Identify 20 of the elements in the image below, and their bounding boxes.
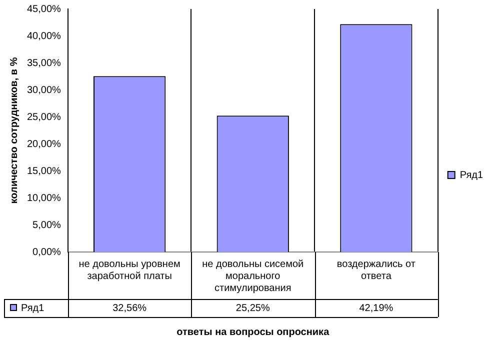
y-tick-label: 35,00% xyxy=(26,58,62,69)
x-tick-label: не довольны сисемой морального стимулирования xyxy=(202,258,304,294)
x-tick-label: не довольны уровнем заработной платы xyxy=(78,258,180,282)
y-tick-label: 5,00% xyxy=(32,220,62,231)
y-tick-label: 25,00% xyxy=(26,112,62,123)
y-tick-label: 15,00% xyxy=(26,166,62,177)
data-label: 25,25% xyxy=(236,302,270,314)
y-axis-title: количество сотрудников, в % xyxy=(8,57,20,204)
data-label: 42,19% xyxy=(359,302,394,314)
text: Ряд1 xyxy=(21,302,44,314)
x-axis-title: ответы на вопросы опросника xyxy=(176,326,330,338)
x-tick-label: воздержались от ответа xyxy=(336,258,416,282)
y-tick-label: 30,00% xyxy=(26,84,62,96)
y-tick-label: 45,00% xyxy=(26,4,62,15)
y-tick-label: 10,00% xyxy=(26,192,62,204)
data-label: 32,56% xyxy=(112,302,147,314)
y-tick-label: 20,00% xyxy=(26,138,62,150)
y-tick-label: 40,00% xyxy=(26,30,62,42)
legend-label: Ряд1 xyxy=(460,170,484,181)
y-tick-label: 0,00% xyxy=(32,246,62,258)
